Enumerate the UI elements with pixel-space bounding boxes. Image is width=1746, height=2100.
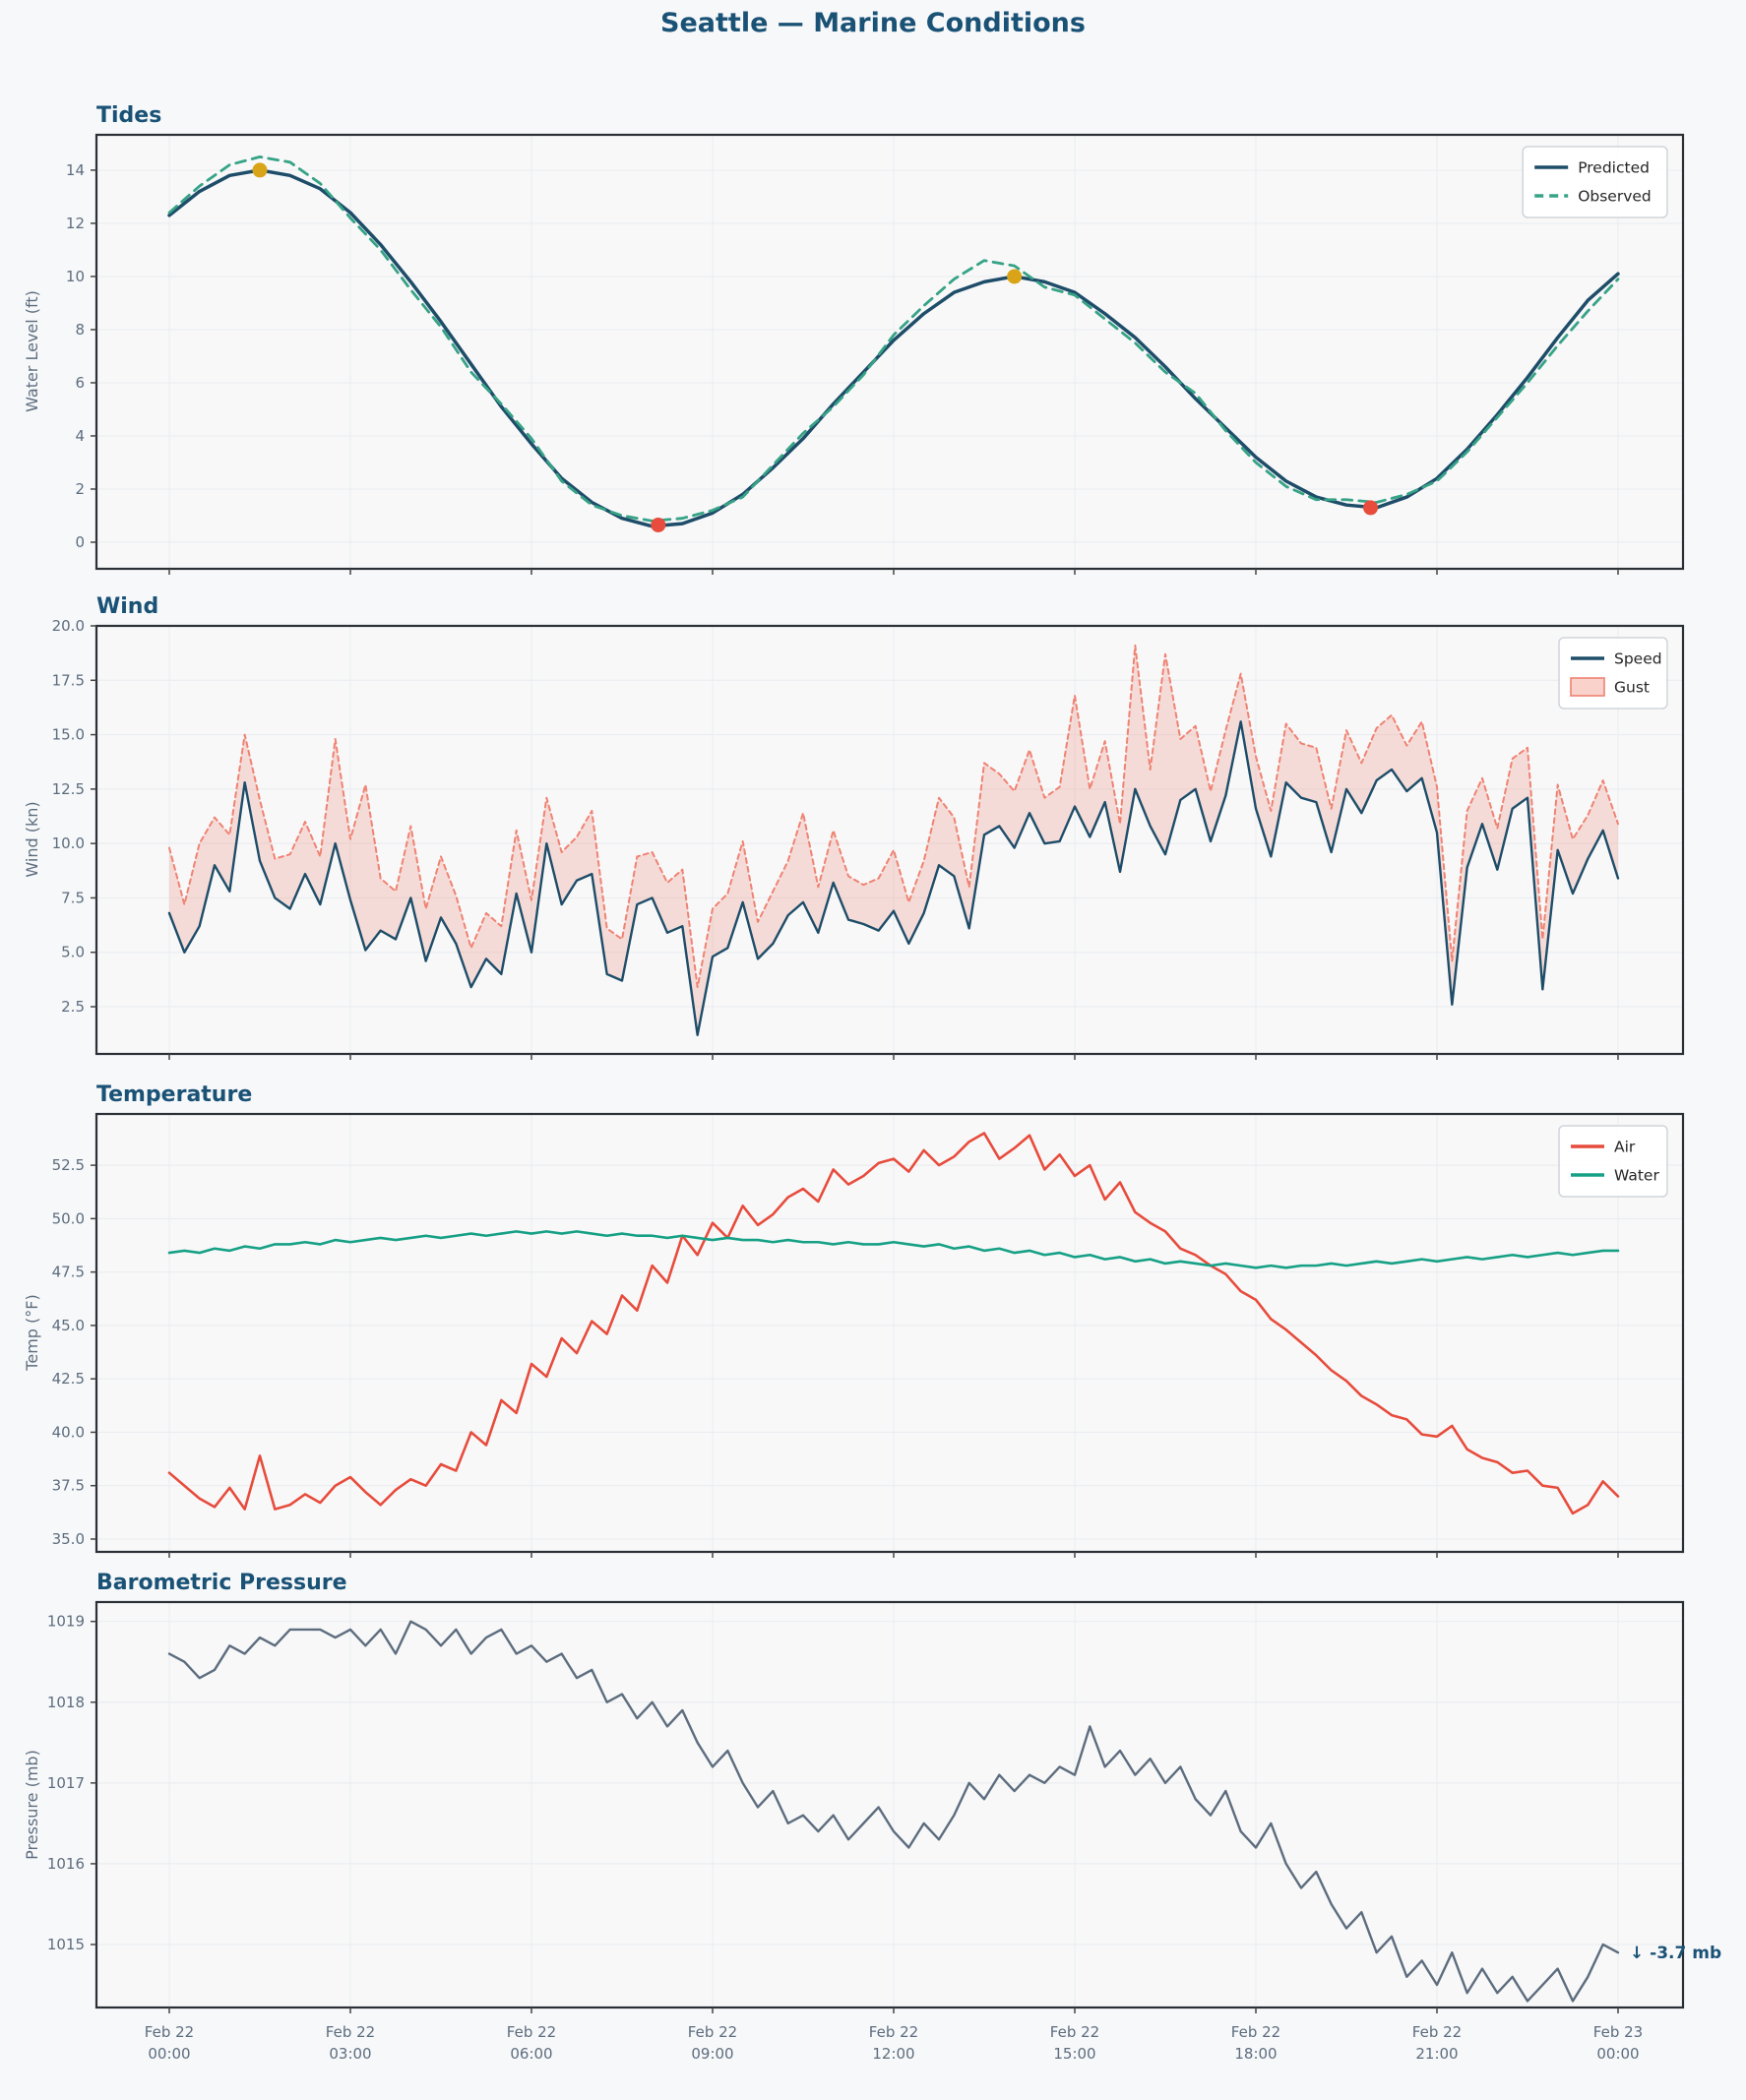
x-tick-label: Feb 22 [507,2023,556,2041]
y-tick-label: 40.0 [52,1423,85,1441]
series-observed-line [167,155,1620,523]
y-tick-label: 45.0 [52,1317,85,1334]
x-tick-label: Feb 22 [869,2023,918,2041]
plot-border [94,624,1685,1056]
tides-y-axis-label: Water Level (ft) [23,290,41,412]
y-tick-label: 1019 [47,1613,85,1631]
x-tick-label: 09:00 [691,2045,733,2063]
high-tide-marker [1007,269,1023,284]
series-pressure-line [167,1620,1620,2003]
y-tick-label: 1016 [47,1855,85,1873]
y-tick-label: 15.0 [52,726,85,744]
plot-background [96,1114,1683,1552]
temperature-panel-title: Temperature [96,1082,252,1107]
pressure-panel-title: Barometric Pressure [96,1571,347,1595]
x-tick-label: Feb 22 [145,2023,194,2041]
y-tick-label: 52.5 [52,1156,85,1174]
y-tick-label: 35.0 [52,1530,85,1548]
plot-background [96,626,1683,1054]
y-tick-label: 47.5 [52,1264,85,1281]
y-tick-label: 10.0 [52,834,85,852]
x-tick-label: 06:00 [510,2045,552,2063]
plot-background [96,135,1683,569]
y-tick-label: 6 [75,374,85,392]
y-tick-label: 12 [66,215,85,232]
series-speed-line [167,720,1620,1036]
y-tick-label: 37.5 [52,1477,85,1495]
x-tick-label: Feb 22 [1412,2023,1462,2041]
y-tick-label: 20.0 [52,617,85,635]
legend-box [1558,1125,1668,1198]
y-tick-label: 42.5 [52,1370,85,1388]
x-tick-label: Feb 22 [326,2023,375,2041]
legend: Predicted Observed [1522,146,1668,218]
x-tick-label: 15:00 [1053,2045,1095,2063]
wind-plot: 2.5 5.0 7.5 10.0 12.5 15.0 17.5 20.0 Speed Gust [52,617,1685,1060]
pressure-drop-annotation: ↓ -3.7 mb [1630,1944,1721,1963]
legend-label: Predicted [1578,159,1650,177]
gust-band [169,645,1618,1035]
y-tick-label: 17.5 [52,671,85,689]
wind-panel-title: Wind [96,594,158,619]
x-tick-label: Feb 22 [1050,2023,1099,2041]
legend-label: Observed [1578,188,1652,206]
legend-label: Water [1614,1167,1659,1185]
temperature-y-axis-label: Temp (°F) [23,1294,41,1371]
tides-plot: 0 2 4 6 8 10 12 14 Predicted Observed [66,133,1685,575]
low-tide-marker [1363,500,1379,516]
legend-box [1522,146,1668,218]
y-tick-label: 5.0 [61,944,85,961]
y-tick-label: 7.5 [61,889,85,906]
x-tick-label: Feb 23 [1593,2023,1643,2041]
x-tick-label: Feb 22 [1231,2023,1280,2041]
y-tick-label: 8 [75,321,85,339]
plot-border [94,1112,1685,1554]
legend-label: Speed [1614,650,1662,668]
series-air-line [167,1132,1620,1515]
x-tick-label: Feb 22 [688,2023,737,2041]
y-tick-label: 2.5 [61,998,85,1016]
plot-border [94,133,1685,571]
legend-label: Air [1614,1139,1636,1156]
y-tick-label: 1017 [47,1774,85,1792]
temperature-plot: 35.0 37.5 40.0 42.5 45.0 47.5 50.0 52.5 Air Water [52,1112,1685,1558]
legend-label: Gust [1614,679,1650,697]
plot-border [94,1600,1685,2009]
series-water-line [167,1230,1620,1269]
x-tick-label: 21:00 [1415,2045,1458,2063]
legend: Speed Gust [1558,637,1668,710]
y-tick-label: 50.0 [52,1209,85,1227]
y-tick-label: 14 [66,161,85,179]
x-tick-label: 18:00 [1234,2045,1277,2063]
y-tick-label: 10 [66,268,85,285]
figure-title: Seattle — Marine Conditions [660,8,1086,38]
wind-y-axis-label: Wind (kn) [23,801,41,877]
y-tick-label: 12.5 [52,780,85,798]
series-gust-line [168,644,1619,989]
y-tick-label: 1018 [47,1694,85,1711]
y-tick-label: 4 [75,427,85,445]
legend-patch-swatch [1570,677,1605,697]
pressure-y-axis-label: Pressure (mb) [23,1750,41,1860]
x-tick-label: 03:00 [329,2045,371,2063]
legend-box [1558,637,1668,710]
x-tick-label: 00:00 [1596,2045,1639,2063]
x-tick-label: 12:00 [872,2045,914,2063]
tides-panel-title: Tides [96,103,161,128]
plot-background [96,1602,1683,2007]
y-tick-label: 1015 [47,1936,85,1953]
high-tide-marker [252,162,268,178]
low-tide-marker [651,517,666,532]
y-tick-label: 2 [75,480,85,498]
legend: Air Water [1558,1125,1668,1198]
y-tick-label: 0 [75,533,85,551]
pressure-plot: Feb 22 00:00 Feb 22 03:00 Feb 22 06:00 Feb 22 0… [47,1600,1685,2063]
x-tick-label: 00:00 [148,2045,190,2063]
